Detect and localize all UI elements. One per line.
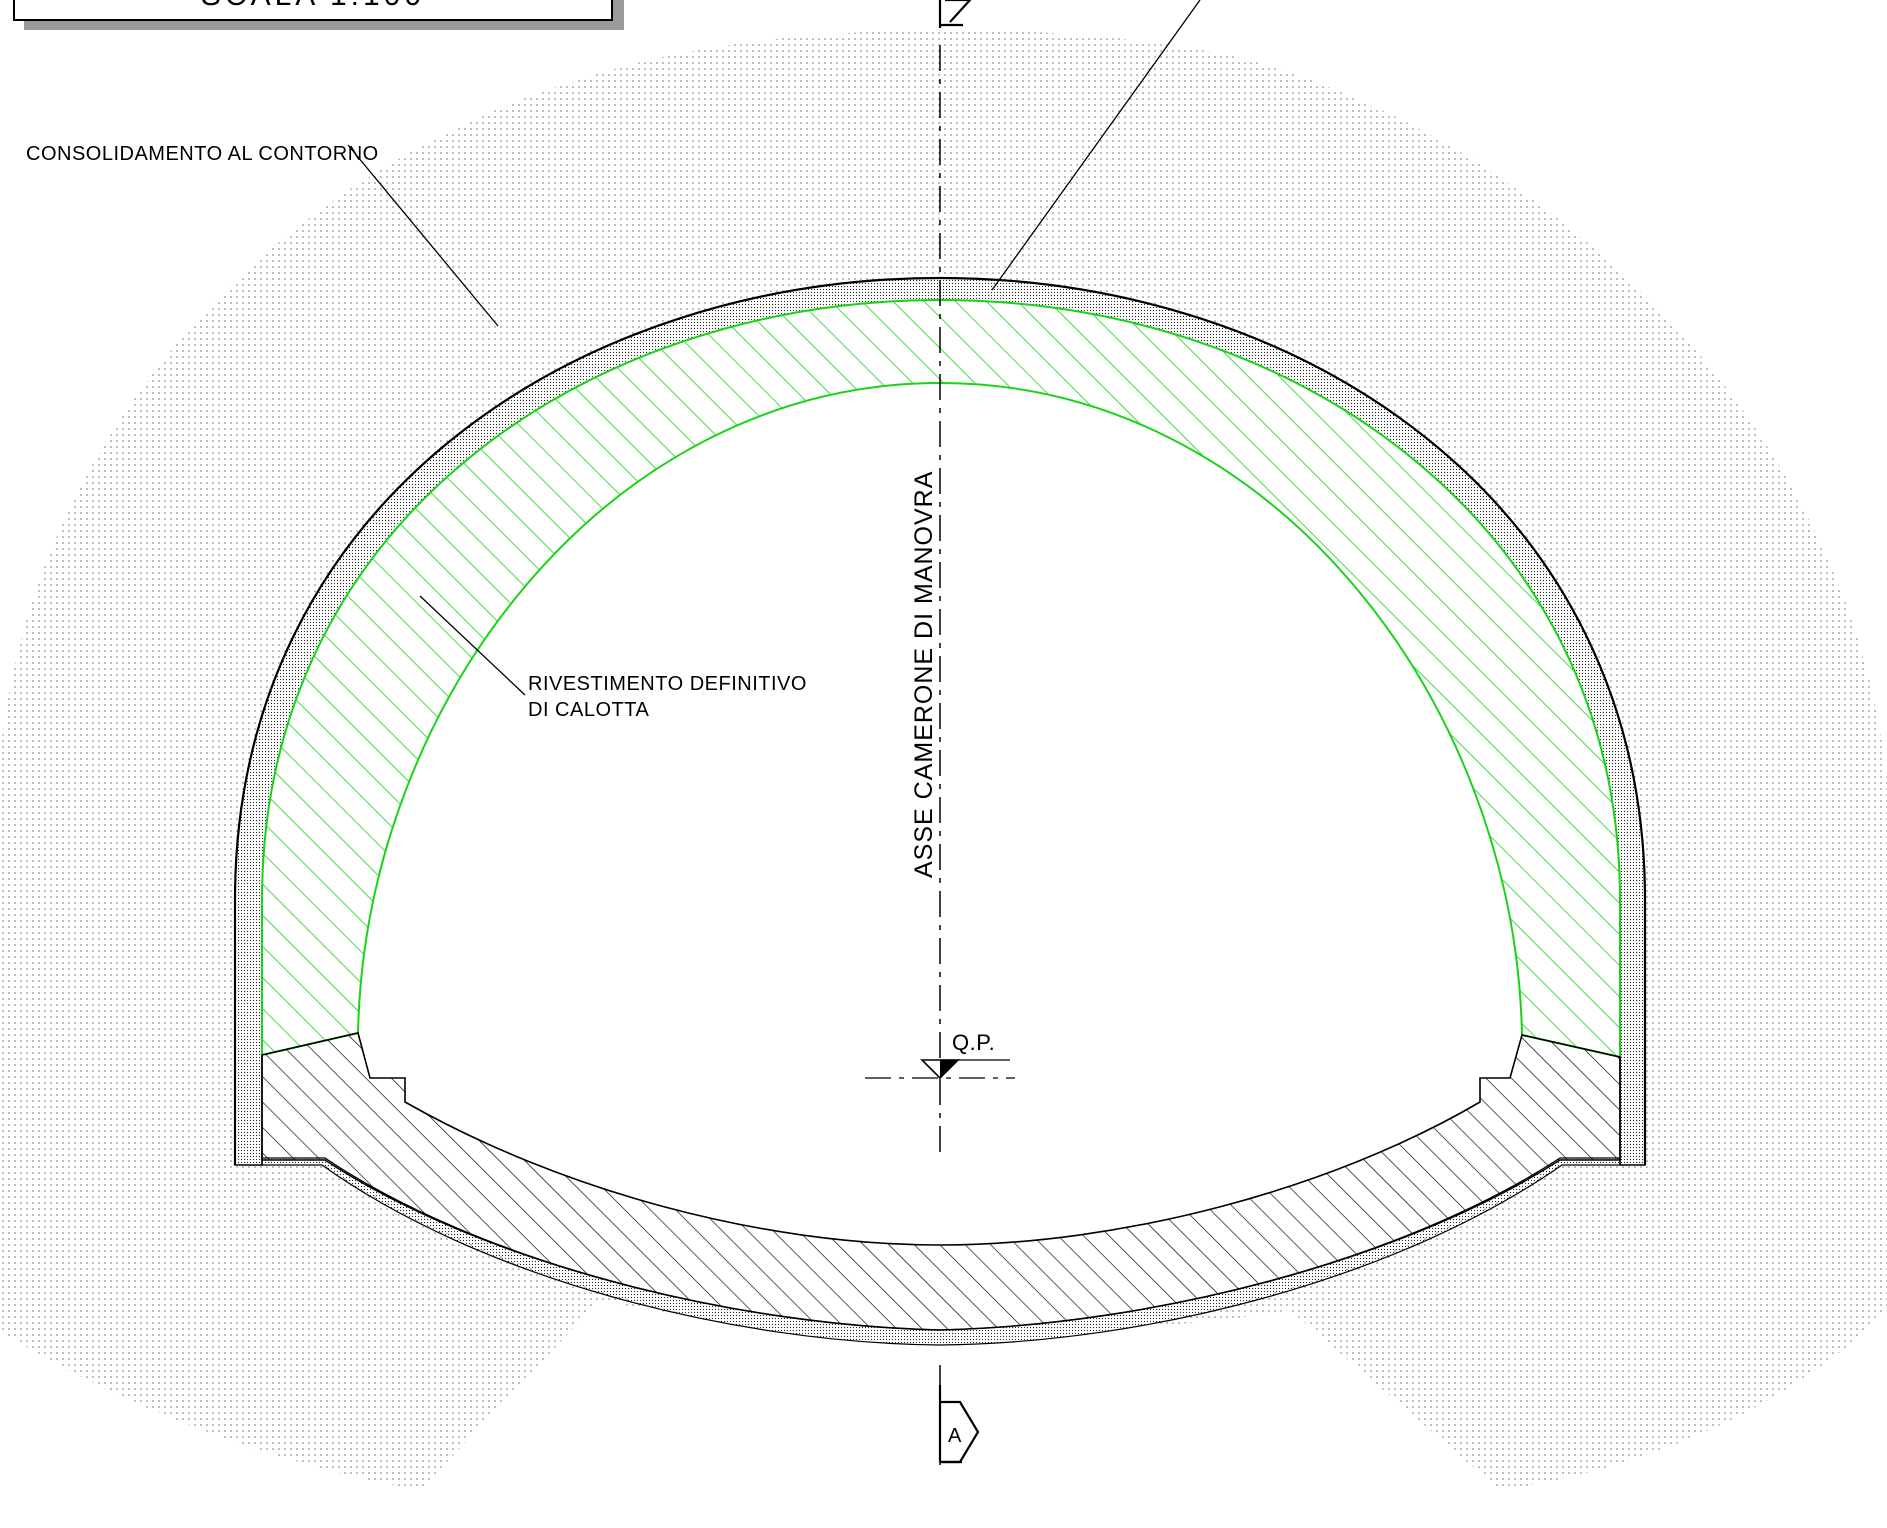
lining-leader (419, 595, 526, 696)
title-box-text: SCALA 1:100 (201, 0, 425, 12)
lining-label-line2: DI CALOTTA (528, 699, 649, 721)
section-letter-bottom: A (948, 1425, 962, 1447)
consolidation-leader (347, 144, 499, 327)
section-marker-bottom: A (938, 1385, 980, 1464)
section-marker-top-arrow (945, 0, 972, 23)
final-lining-crown (261, 298, 1621, 1059)
qp-label: Q.P. (952, 1030, 995, 1055)
top-right-leader (991, 0, 1201, 291)
lining-label-line1: RIVESTIMENTO DEFINITIVO (528, 673, 807, 695)
consolidation-label: CONSOLIDAMENTO AL CONTORNO (26, 143, 379, 165)
qp-level-marker: Q.P. (865, 1030, 1015, 1080)
title-box: SCALA 1:100 (13, 0, 624, 30)
excavation-profile (233, 276, 1647, 1165)
invert-shotcrete-strip (261, 1157, 1621, 1346)
axis-label: ASSE CAMERONE DI MANOVRA (910, 471, 938, 878)
